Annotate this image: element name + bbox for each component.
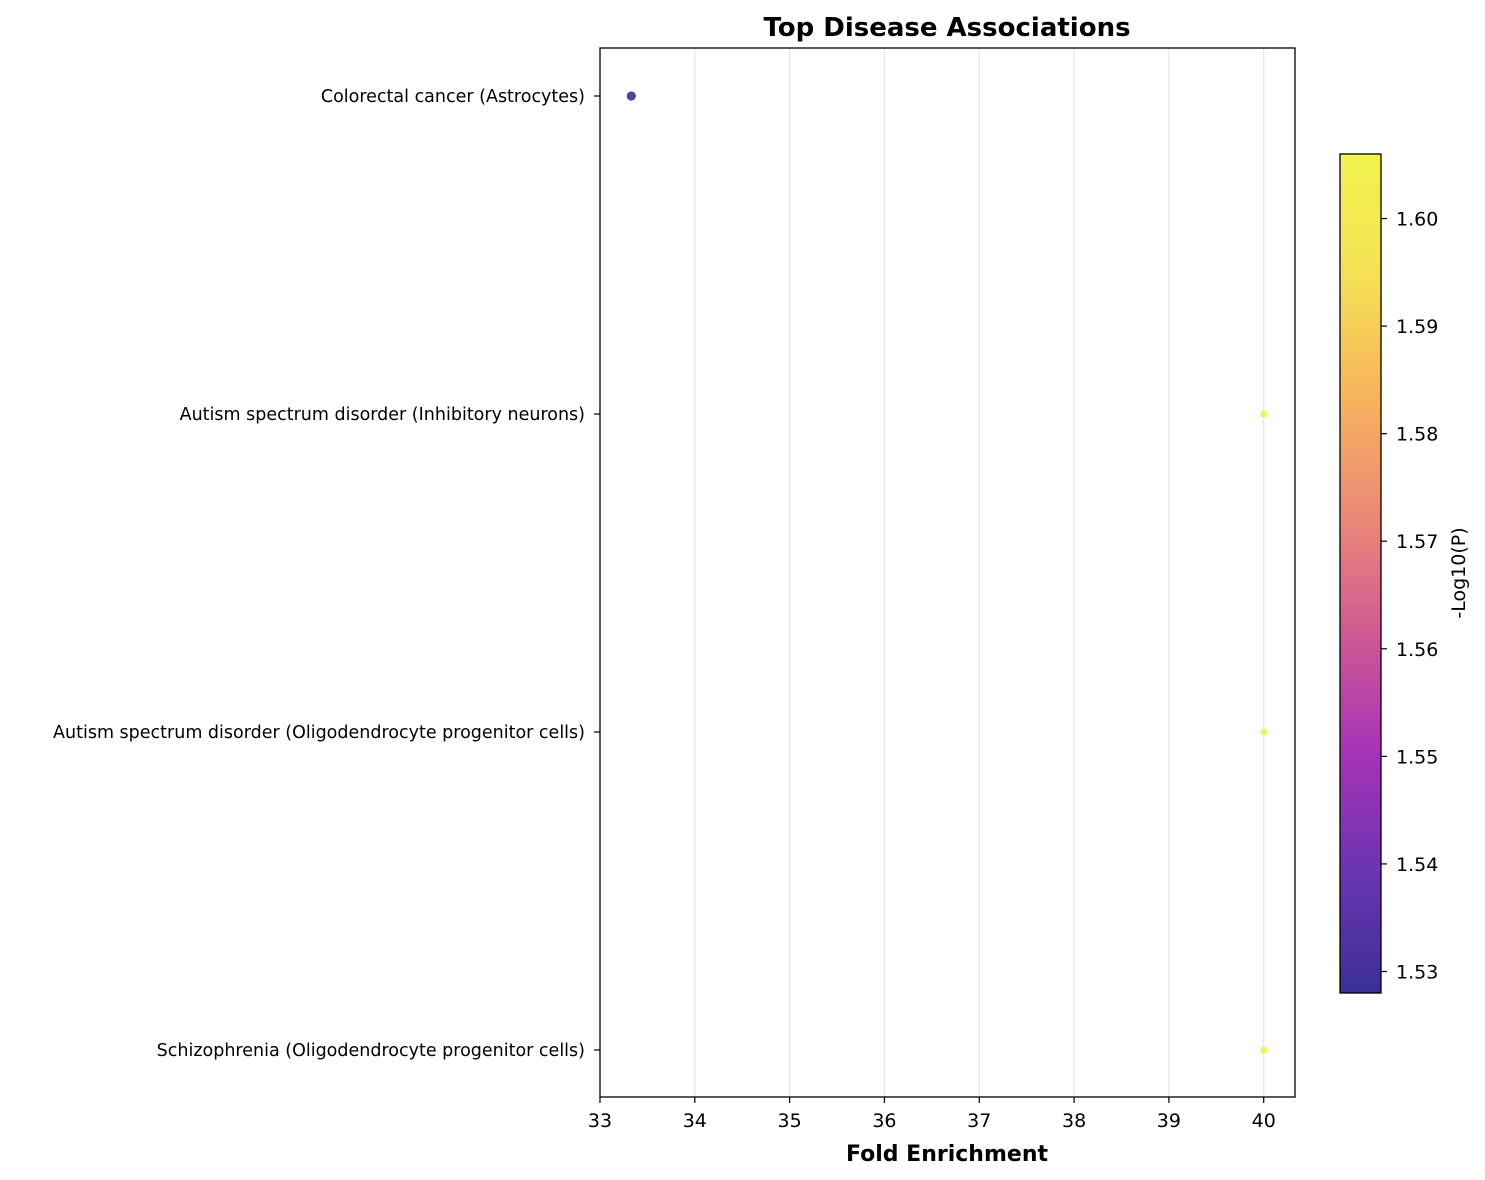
data-point bbox=[625, 90, 637, 102]
data-point bbox=[1259, 727, 1269, 737]
x-tick-label: 39 bbox=[1157, 1110, 1181, 1132]
category-label: Autism spectrum disorder (Oligodendrocyt… bbox=[53, 723, 585, 743]
y-axis: Colorectal cancer (Astrocytes) Autism spe… bbox=[53, 87, 600, 1061]
x-tick-label: 37 bbox=[967, 1110, 991, 1132]
x-axis: 33 34 35 36 37 38 39 40 bbox=[588, 1097, 1276, 1132]
colorbar-tick-label: 1.56 bbox=[1396, 639, 1438, 661]
colorbar-tick-label: 1.54 bbox=[1396, 854, 1438, 876]
x-tick-label: 35 bbox=[778, 1110, 802, 1132]
category-label: Autism spectrum disorder (Inhibitory neu… bbox=[180, 405, 585, 425]
data-point bbox=[1259, 409, 1269, 419]
colorbar-tick-label: 1.57 bbox=[1396, 531, 1438, 553]
colorbar: 1.53 1.54 1.55 1.56 1.57 1.58 1.59 1.60 -Log10(… bbox=[1339, 153, 1470, 994]
colorbar-label: -Log10(P) bbox=[1448, 527, 1470, 618]
x-tick-label: 38 bbox=[1062, 1110, 1086, 1132]
colorbar-tick-label: 1.59 bbox=[1396, 316, 1438, 338]
colorbar-tick-label: 1.58 bbox=[1396, 424, 1438, 446]
x-axis-label: Fold Enrichment bbox=[846, 1142, 1048, 1167]
colorbar-ticks: 1.53 1.54 1.55 1.56 1.57 1.58 1.59 1.60 bbox=[1381, 209, 1438, 983]
plot-frame bbox=[599, 47, 1296, 1098]
category-label: Colorectal cancer (Astrocytes) bbox=[321, 87, 585, 107]
colorbar-bar bbox=[1339, 153, 1382, 994]
colorbar-tick-label: 1.55 bbox=[1396, 746, 1438, 768]
x-tick-label: 34 bbox=[683, 1110, 707, 1132]
chart-title: Top Disease Associations bbox=[763, 13, 1130, 43]
category-label: Schizophrenia (Oligodendrocyte progenito… bbox=[157, 1041, 585, 1061]
x-tick-label: 33 bbox=[588, 1110, 612, 1132]
colorbar-tick-label: 1.53 bbox=[1396, 961, 1438, 983]
grid-lines bbox=[694, 48, 1265, 1097]
colorbar-tick-label: 1.60 bbox=[1396, 209, 1438, 231]
x-tick-label: 40 bbox=[1252, 1110, 1276, 1132]
data-point bbox=[1259, 1045, 1269, 1055]
x-tick-label: 36 bbox=[872, 1110, 896, 1132]
data-points bbox=[625, 90, 1269, 1055]
